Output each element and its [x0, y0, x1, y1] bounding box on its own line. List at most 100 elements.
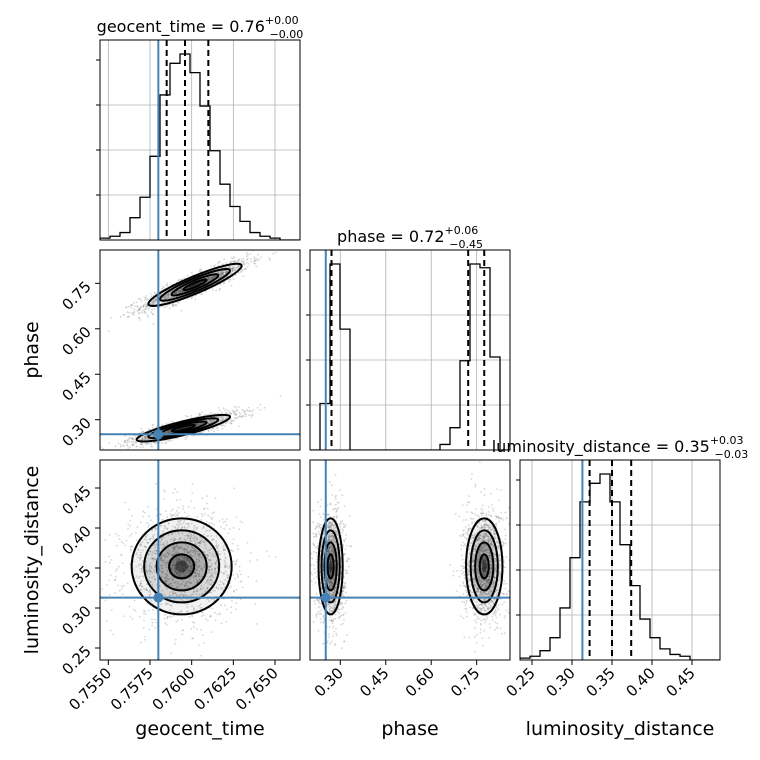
scatter-point	[174, 592, 177, 594]
scatter-point	[166, 616, 169, 619]
scatter-point	[167, 552, 170, 555]
scatter-point	[144, 613, 147, 616]
scatter-point	[140, 563, 143, 566]
scatter-point	[168, 577, 171, 580]
scatter-point	[224, 557, 227, 560]
scatter-point	[256, 406, 259, 409]
scatter-point	[140, 588, 143, 591]
scatter-point	[147, 505, 150, 508]
scatter-point	[246, 541, 249, 544]
scatter-point	[207, 579, 210, 581]
scatter-point	[191, 296, 194, 299]
scatter-point	[259, 403, 262, 406]
scatter-point	[211, 574, 214, 577]
scatter-point	[211, 538, 214, 541]
scatter-point	[196, 516, 199, 518]
scatter-point	[190, 415, 193, 417]
scatter-point	[153, 578, 156, 581]
scatter-point	[175, 564, 178, 567]
scatter-point	[130, 437, 133, 440]
scatter-point	[138, 312, 140, 315]
scatter-point	[199, 542, 202, 545]
scatter-point	[149, 570, 152, 572]
scatter-point	[199, 413, 202, 416]
scatter-point	[163, 527, 166, 530]
scatter-point	[333, 515, 336, 518]
scatter-point	[197, 422, 200, 425]
scatter-point	[193, 590, 195, 593]
scatter-point	[181, 564, 184, 567]
scatter-point	[201, 568, 204, 571]
scatter-point	[214, 562, 217, 565]
scatter-point	[331, 622, 334, 625]
scatter-point	[189, 537, 191, 540]
scatter-point	[123, 314, 126, 316]
scatter-point	[198, 573, 201, 575]
scatter-point	[152, 609, 155, 611]
scatter-point	[260, 256, 262, 259]
scatter-point	[184, 534, 187, 537]
scatter-point	[180, 287, 183, 290]
scatter-point	[220, 526, 222, 528]
scatter-point	[189, 554, 192, 557]
scatter-point	[343, 584, 345, 587]
scatter-point	[208, 600, 210, 603]
scatter-point	[139, 615, 141, 618]
scatter-point	[131, 313, 134, 316]
scatter-point	[319, 505, 322, 508]
scatter-point	[108, 579, 111, 582]
scatter-point	[173, 564, 176, 567]
scatter-point	[126, 582, 129, 584]
scatter-point	[141, 565, 144, 568]
scatter-point	[154, 300, 156, 303]
scatter-point	[328, 550, 330, 553]
scatter-point	[110, 558, 113, 561]
scatter-point	[197, 572, 200, 575]
scatter-point	[144, 299, 146, 301]
scatter-point	[185, 523, 188, 525]
scatter-point	[181, 629, 184, 632]
scatter-point	[171, 514, 173, 517]
scatter-point	[343, 595, 345, 597]
scatter-point	[328, 480, 331, 483]
scatter-point	[335, 634, 338, 637]
scatter-point	[279, 394, 282, 397]
scatter-point	[188, 286, 191, 288]
scatter-point	[198, 579, 201, 581]
scatter-point	[180, 278, 183, 281]
scatter-point	[181, 565, 184, 568]
scatter-point	[181, 593, 183, 596]
scatter-point	[210, 264, 213, 267]
scatter-point	[192, 576, 195, 579]
scatter-point	[210, 277, 213, 280]
scatter-point	[142, 437, 145, 440]
scatter-point	[171, 554, 174, 557]
scatter-point	[177, 290, 180, 292]
scatter-point	[346, 634, 348, 637]
scatter-point	[199, 423, 202, 426]
scatter-point	[140, 580, 142, 583]
scatter-point	[140, 568, 143, 571]
scatter-point	[210, 547, 213, 550]
scatter-point	[176, 301, 179, 304]
scatter-point	[166, 527, 169, 530]
scatter-point	[161, 567, 164, 570]
scatter-point	[159, 441, 161, 444]
scatter-point	[170, 567, 173, 570]
density-level	[182, 279, 208, 291]
scatter-point	[195, 283, 197, 285]
scatter-point	[179, 428, 182, 430]
scatter-point	[316, 546, 319, 549]
scatter-point	[168, 583, 170, 586]
scatter-point	[265, 550, 268, 552]
scatter-point	[182, 427, 185, 429]
scatter-point	[170, 509, 173, 512]
scatter-point	[149, 591, 152, 593]
scatter-point	[138, 312, 141, 314]
scatter-point	[312, 521, 314, 524]
scatter-point	[219, 420, 222, 423]
scatter-point	[234, 269, 236, 271]
scatter-point	[229, 267, 232, 269]
scatter-point	[183, 520, 186, 522]
scatter-point	[152, 300, 155, 303]
